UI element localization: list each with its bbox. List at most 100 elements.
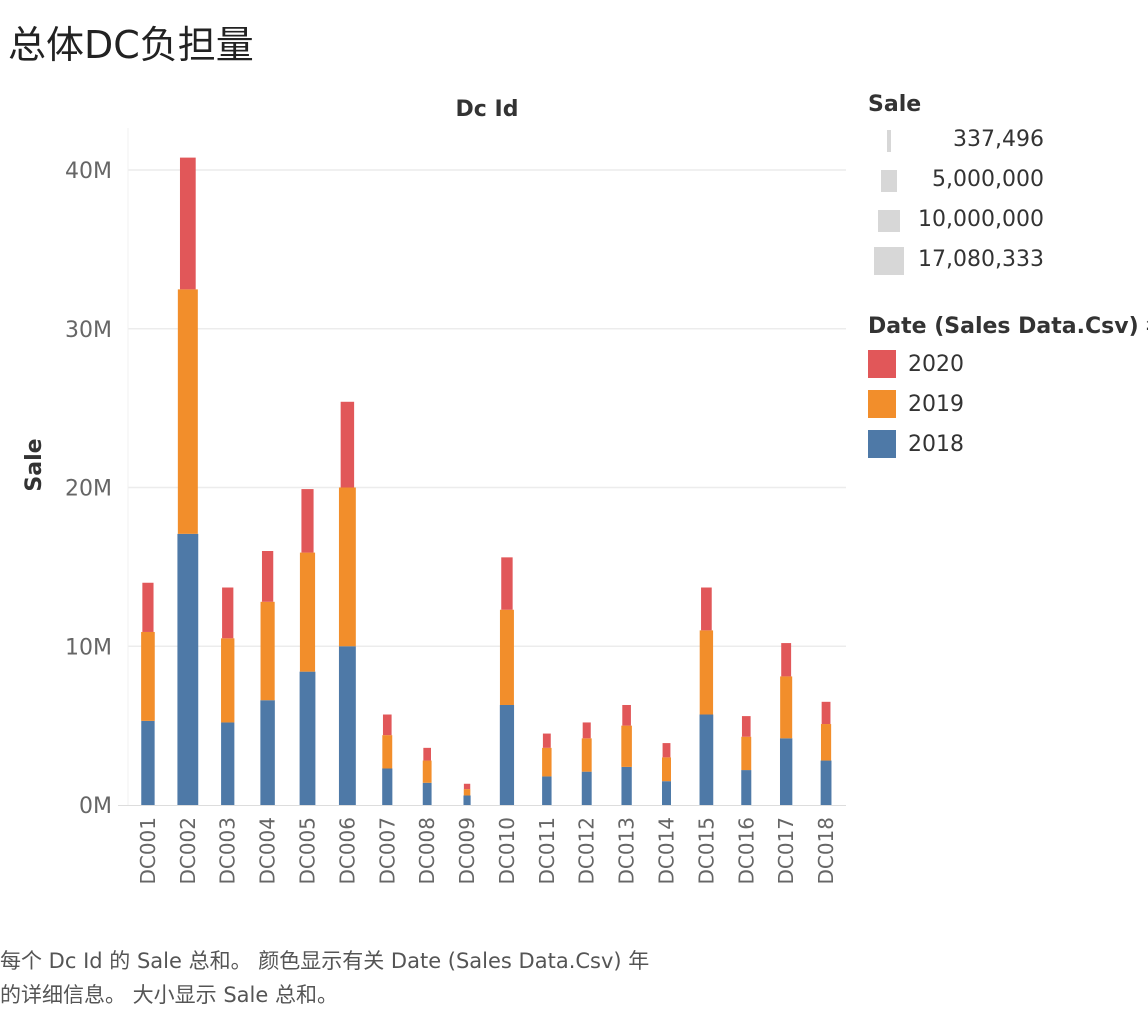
x-tick-label: DC003 xyxy=(216,817,240,885)
bar-segment xyxy=(221,722,235,805)
bars xyxy=(141,157,832,805)
size-legend-item: 17,080,333 xyxy=(868,243,1044,279)
bar-segment xyxy=(382,768,393,805)
x-tick-label: DC018 xyxy=(814,817,838,885)
size-swatch xyxy=(877,210,901,232)
column-header: Dc Id xyxy=(456,97,519,122)
size-legend-item: 5,000,000 xyxy=(868,163,1044,199)
y-axis-label: Sale xyxy=(22,438,47,491)
x-tick-label: DC011 xyxy=(535,817,559,885)
color-legend-title: Date (Sales Data.Csv) 年 xyxy=(868,314,1148,339)
bar-segment xyxy=(741,716,751,737)
bar-segment xyxy=(261,551,274,602)
bar-segment xyxy=(621,725,632,767)
bar-segment xyxy=(338,487,356,647)
y-axis-ticks: 0M 10M 20M 30M 40M xyxy=(65,159,112,819)
x-tick-label: DC012 xyxy=(575,817,599,885)
bar-segment xyxy=(501,557,513,610)
bar-segment xyxy=(662,781,671,805)
size-legend: Sale 337,496 5,000,000 10,000,000 17,080,33… xyxy=(868,92,1044,288)
x-axis-ticks: DC001 DC002 DC003 DC004 DC005 DC006 DC007 DC008… xyxy=(136,817,838,885)
bar-segment xyxy=(463,789,471,796)
x-tick-label: DC006 xyxy=(335,817,359,885)
bar-segment xyxy=(423,747,431,761)
caption-line-1: 每个 Dc Id 的 Sale 总和。 颜色显示有关 Date (Sales D… xyxy=(0,949,650,973)
bar-segment xyxy=(741,770,752,805)
x-tick-label: DC014 xyxy=(655,817,679,885)
bar-segment xyxy=(662,757,671,782)
bar-segment xyxy=(260,601,275,701)
x-tick-label: DC008 xyxy=(415,817,439,885)
color-legend-label: 2020 xyxy=(908,351,964,377)
x-tick-label: DC005 xyxy=(296,817,320,885)
bar-segment xyxy=(463,795,471,805)
color-legend: Date (Sales Data.Csv) 年 2020 2019 2018 xyxy=(868,308,1148,464)
bar-segment xyxy=(621,766,632,805)
gridlines xyxy=(118,128,846,806)
bar-segment xyxy=(699,630,714,715)
bar-segment xyxy=(662,743,671,758)
bar-segment xyxy=(542,733,551,748)
bar-segment xyxy=(338,646,356,805)
color-swatch xyxy=(868,430,896,458)
x-tick-label: DC010 xyxy=(495,817,519,885)
bar-segment xyxy=(542,747,552,777)
bar-segment xyxy=(422,760,432,783)
x-tick-label: DC016 xyxy=(734,817,758,885)
color-legend-item: 2019 xyxy=(868,384,1148,424)
size-swatch xyxy=(886,130,892,152)
bar-segment xyxy=(141,631,155,721)
bar-segment xyxy=(820,724,832,761)
bar-segment xyxy=(581,771,592,805)
x-tick-label: DC009 xyxy=(455,817,479,885)
size-legend-label: 10,000,000 xyxy=(918,207,1044,232)
color-legend-item: 2020 xyxy=(868,344,1148,384)
bar-segment xyxy=(622,704,631,726)
bar-segment xyxy=(260,700,275,805)
bar-segment xyxy=(382,735,393,769)
bar-segment xyxy=(741,736,752,771)
color-legend-label: 2019 xyxy=(908,391,964,417)
y-tick-label: 20M xyxy=(65,477,112,502)
bar-segment xyxy=(177,533,199,805)
size-legend-title: Sale xyxy=(868,92,922,117)
bar-segment xyxy=(701,587,712,631)
bar-segment xyxy=(699,714,714,805)
bar-segment xyxy=(779,738,793,805)
bar-segment xyxy=(581,738,592,772)
size-legend-label: 5,000,000 xyxy=(932,167,1044,192)
bar-segment xyxy=(340,401,355,488)
bar-segment xyxy=(781,643,792,677)
bar-segment xyxy=(499,609,514,705)
x-tick-label: DC004 xyxy=(256,817,280,885)
y-tick-label: 30M xyxy=(65,318,112,343)
bar-segment xyxy=(382,714,392,736)
size-legend-label: 17,080,333 xyxy=(918,247,1044,272)
x-tick-label: DC013 xyxy=(615,817,639,885)
color-legend-label: 2018 xyxy=(908,431,964,457)
bar-segment xyxy=(177,289,198,534)
bar-segment xyxy=(222,587,234,639)
size-legend-label: 337,496 xyxy=(953,127,1044,152)
bar-segment xyxy=(142,582,154,632)
bar-segment xyxy=(821,701,831,725)
page-title: 总体DC负担量 xyxy=(8,23,254,67)
color-swatch xyxy=(868,350,896,378)
bar-segment xyxy=(780,676,793,739)
color-legend-item: 2018 xyxy=(868,424,1148,464)
size-swatch xyxy=(874,247,904,275)
bar-segment xyxy=(141,720,155,805)
x-tick-label: DC015 xyxy=(694,817,718,885)
bar-segment xyxy=(179,157,196,290)
y-tick-label: 0M xyxy=(79,794,112,819)
caption: 每个 Dc Id 的 Sale 总和。 颜色显示有关 Date (Sales D… xyxy=(0,944,649,1012)
bar-segment xyxy=(422,782,432,805)
bar-segment xyxy=(463,783,471,790)
bar-segment xyxy=(299,552,316,672)
x-tick-label: DC001 xyxy=(136,817,160,885)
size-legend-item: 337,496 xyxy=(868,123,1044,159)
size-swatch xyxy=(880,170,898,192)
x-tick-label: DC017 xyxy=(774,817,798,885)
bar-segment xyxy=(221,638,235,723)
